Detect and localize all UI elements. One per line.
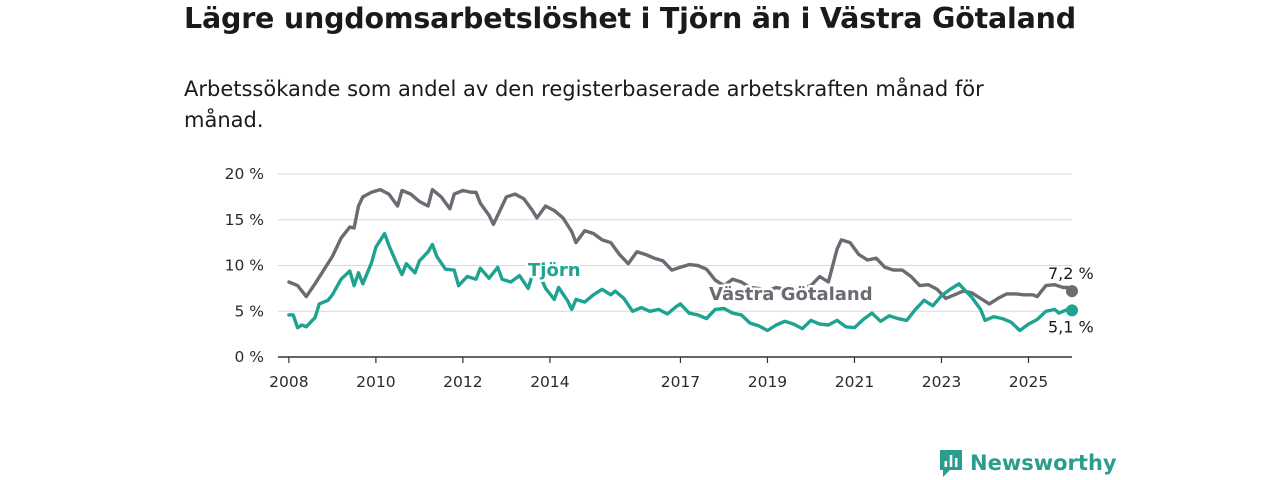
newsworthy-icon [940, 450, 962, 477]
y-tick-label: 10 % [225, 257, 264, 275]
chart-title: Lägre ungdomsarbetslöshet i Tjörn än i V… [184, 2, 1076, 35]
x-tick-label: 2023 [922, 373, 961, 391]
grid [278, 173, 1072, 312]
x-tick-label: 2014 [530, 373, 569, 391]
x-tick-label: 2012 [443, 373, 482, 391]
y-tick-label: 0 % [234, 348, 264, 366]
x-tick-label: 2017 [661, 373, 700, 391]
series-label: Tjörn [528, 260, 581, 281]
series-end-point [1066, 304, 1078, 317]
x-tick-label: 2021 [835, 373, 874, 391]
end-value-label: 5,1 % [1048, 317, 1094, 336]
x-tick-label: 2025 [1009, 373, 1048, 391]
brand-logo: Newsworthy [938, 448, 1117, 478]
end-value-label: 7,2 % [1048, 264, 1094, 283]
x-tick-label: 2010 [356, 373, 395, 391]
y-tick-label: 5 % [234, 302, 264, 320]
series-label: Västra Götaland [709, 284, 873, 305]
y-tick-label: 15 % [225, 211, 264, 229]
series-end-point [1066, 285, 1078, 298]
x-tick-label: 2008 [269, 373, 308, 391]
x-axis: 2008 2010 2012 2014 2017 2019 2021 2023 2025 [269, 356, 1072, 391]
y-tick-label: 20 % [225, 165, 264, 183]
y-axis: 0 % 5 % 10 % 15 % 20 % [225, 165, 264, 366]
series-line-1 [287, 231, 1074, 333]
chart-subtitle: Arbetssökande som andel av den registerb… [184, 77, 984, 132]
series-lines [287, 187, 1078, 333]
brand-name: Newsworthy [970, 451, 1117, 475]
x-tick-label: 2019 [748, 373, 787, 391]
series-labels: 7,2 % 5,1 % Tjörn Västra Götaland [526, 258, 1094, 337]
